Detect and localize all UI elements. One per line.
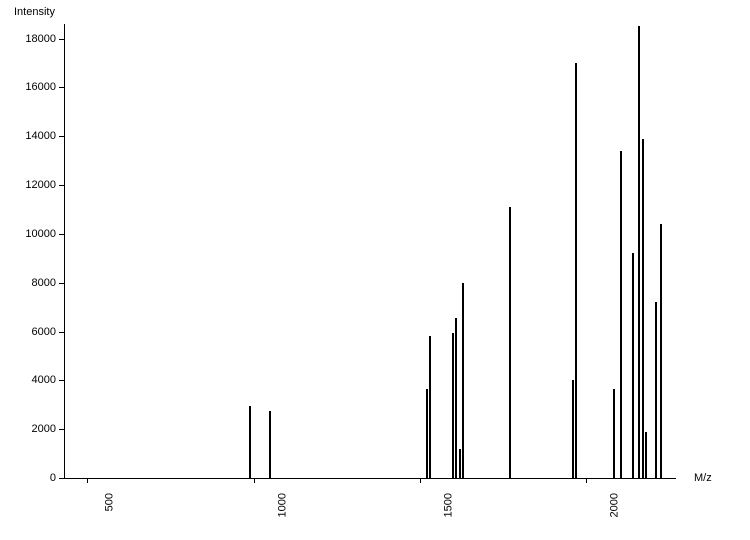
y-tick [59, 380, 64, 381]
spectrum-peak [452, 333, 454, 478]
spectrum-peak [575, 63, 577, 478]
spectrum-peak [429, 336, 431, 478]
y-tick [59, 332, 64, 333]
y-tick [59, 87, 64, 88]
spectrum-peak [632, 253, 634, 478]
x-tick [420, 478, 421, 483]
x-tick-label: 500 [104, 493, 116, 511]
spectrum-peak [249, 406, 251, 478]
x-tick-label: 2000 [609, 493, 621, 517]
x-tick-label: 1500 [442, 493, 454, 517]
y-tick [59, 283, 64, 284]
y-axis-title: Intensity [14, 6, 55, 18]
mass-spectrum-chart: Intensity M/z 0 2000 4000 6000 8000 10000 1200… [0, 0, 750, 540]
spectrum-peak [613, 389, 615, 478]
spectrum-peak [638, 26, 640, 478]
spectrum-peak [642, 139, 644, 478]
spectrum-peak [462, 283, 464, 478]
y-tick-label: 4000 [32, 374, 56, 386]
x-axis-line [64, 478, 676, 479]
x-axis-title: M/z [694, 472, 712, 484]
y-tick [59, 185, 64, 186]
spectrum-peak [426, 389, 428, 478]
y-tick-label: 0 [50, 472, 56, 484]
spectrum-peak [509, 207, 511, 478]
y-tick-label: 14000 [25, 130, 56, 142]
y-axis-line [64, 24, 65, 478]
spectrum-peak [455, 318, 457, 478]
y-tick-label: 8000 [32, 277, 56, 289]
x-tick [87, 478, 88, 483]
y-tick [59, 478, 64, 479]
y-tick-label: 10000 [25, 228, 56, 240]
spectrum-peak [620, 151, 622, 478]
y-tick [59, 39, 64, 40]
x-tick [586, 478, 587, 483]
spectrum-peak [660, 224, 662, 478]
x-tick-label: 1000 [276, 493, 288, 517]
y-tick-label: 16000 [25, 81, 56, 93]
x-tick [254, 478, 255, 483]
spectrum-peak [459, 449, 461, 478]
spectrum-peak [645, 432, 647, 478]
y-tick [59, 136, 64, 137]
y-tick-label: 6000 [32, 326, 56, 338]
spectrum-peak [655, 302, 657, 478]
y-tick [59, 429, 64, 430]
y-tick-label: 12000 [25, 179, 56, 191]
y-tick-label: 18000 [25, 33, 56, 45]
y-tick [59, 234, 64, 235]
spectrum-peak [572, 380, 574, 478]
spectrum-peak [269, 411, 271, 478]
y-tick-label: 2000 [32, 423, 56, 435]
